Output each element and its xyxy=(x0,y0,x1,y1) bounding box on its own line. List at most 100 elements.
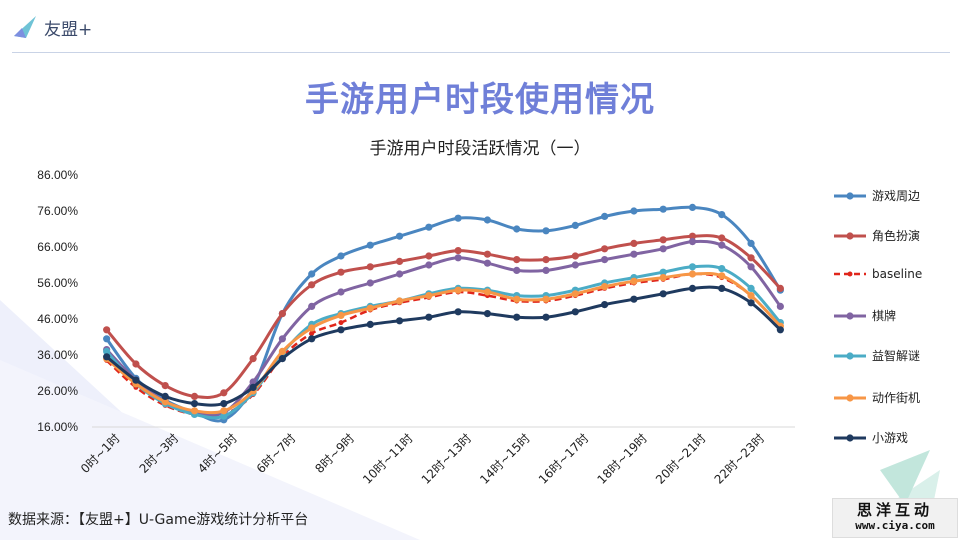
data-point xyxy=(161,392,169,400)
legend-swatch-marker xyxy=(846,312,854,320)
legend-label: 动作街机 xyxy=(872,391,920,405)
x-tick-label: 14时~15时 xyxy=(477,431,533,487)
data-point xyxy=(454,214,462,222)
data-point xyxy=(747,263,755,271)
data-point xyxy=(425,313,433,321)
y-tick-label: 76.00% xyxy=(37,204,78,218)
x-tick-label: 12时~13时 xyxy=(419,431,475,487)
x-tick-label: 6时~7时 xyxy=(254,431,299,476)
data-point xyxy=(249,355,257,363)
data-point xyxy=(542,266,550,274)
data-point xyxy=(659,205,667,213)
series-line xyxy=(105,271,782,415)
brand-logo: 友盟+ xyxy=(12,14,92,40)
data-point xyxy=(454,308,462,316)
y-tick-label: 86.00% xyxy=(37,168,78,182)
data-point xyxy=(454,254,462,262)
legend-label: baseline xyxy=(872,267,922,281)
data-point xyxy=(571,252,579,260)
x-tick-label: 16时~17时 xyxy=(536,431,592,487)
chart-series xyxy=(103,203,784,424)
data-point xyxy=(513,266,521,274)
data-point xyxy=(454,247,462,255)
data-point xyxy=(688,203,697,211)
series-3 xyxy=(103,238,784,417)
data-point xyxy=(630,250,638,258)
data-point xyxy=(395,232,404,240)
data-point xyxy=(103,335,111,343)
data-point xyxy=(601,212,609,220)
data-point xyxy=(659,290,667,298)
data-point xyxy=(103,326,111,334)
data-point xyxy=(747,292,755,300)
data-point xyxy=(747,284,755,292)
legend-label: 角色扮演 xyxy=(872,228,920,243)
data-point xyxy=(718,272,726,280)
x-axis: 0时~1时 2时~3时 4时~5时 6时~7时 8时~9时 10时~11时 12时~13时 1… xyxy=(78,426,795,487)
legend-item: 小游戏 xyxy=(834,431,908,445)
data-point xyxy=(395,297,404,305)
legend-swatch-marker xyxy=(846,352,854,360)
x-tick-label: 20时~21时 xyxy=(653,431,709,487)
page-title: 手游用户时段使用情况 xyxy=(305,80,655,120)
data-point xyxy=(309,330,315,336)
watermark: 思洋互动 www.ciya.com xyxy=(832,498,958,538)
data-point xyxy=(571,221,579,229)
umeng-logo-icon xyxy=(14,16,36,38)
data-point xyxy=(747,254,755,262)
data-point xyxy=(278,335,286,343)
data-point xyxy=(630,207,638,215)
y-tick-label: 36.00% xyxy=(37,348,78,362)
legend-swatch-marker xyxy=(847,271,853,277)
legend-label: 棋牌 xyxy=(872,309,896,323)
data-point xyxy=(337,252,345,260)
data-point xyxy=(366,320,374,328)
data-point xyxy=(601,245,609,253)
data-point xyxy=(278,310,286,318)
data-point xyxy=(395,257,404,265)
data-point xyxy=(425,261,433,269)
data-point xyxy=(718,265,726,273)
legend-label: 益智解谜 xyxy=(872,348,920,363)
x-tick-label: 10时~11时 xyxy=(360,431,416,487)
data-source-note: 数据来源：【友盟+】U-Game游戏统计分析平台 xyxy=(8,512,309,528)
data-point xyxy=(337,268,345,276)
data-point xyxy=(190,407,199,415)
data-point xyxy=(513,256,521,264)
data-point xyxy=(513,295,521,303)
data-point xyxy=(688,284,697,292)
series-6 xyxy=(103,284,784,408)
data-point xyxy=(220,407,228,415)
data-point xyxy=(278,355,286,363)
legend-item: 棋牌 xyxy=(834,309,896,323)
series-line xyxy=(105,264,782,420)
data-point xyxy=(513,225,521,233)
data-point xyxy=(659,268,667,276)
series-5 xyxy=(103,270,784,415)
data-point xyxy=(161,398,169,406)
data-point xyxy=(571,261,579,269)
data-point xyxy=(308,302,316,310)
x-tick-label: 0时~1时 xyxy=(78,431,123,476)
data-point xyxy=(776,326,784,334)
data-point xyxy=(688,270,697,278)
data-point xyxy=(395,270,404,278)
data-point xyxy=(601,283,609,291)
data-point xyxy=(542,227,550,235)
legend-swatch-marker xyxy=(846,434,854,442)
legend-label: 小游戏 xyxy=(872,431,908,445)
data-point xyxy=(366,304,374,312)
y-tick-label: 26.00% xyxy=(37,384,78,398)
series-line xyxy=(105,272,782,418)
data-point xyxy=(630,239,638,247)
legend-label: 游戏周边 xyxy=(872,189,920,203)
data-point xyxy=(337,326,345,334)
data-point xyxy=(220,400,228,408)
legend-swatch-marker xyxy=(846,192,854,200)
data-point xyxy=(190,392,199,400)
data-point xyxy=(132,360,140,368)
data-point xyxy=(249,378,257,386)
